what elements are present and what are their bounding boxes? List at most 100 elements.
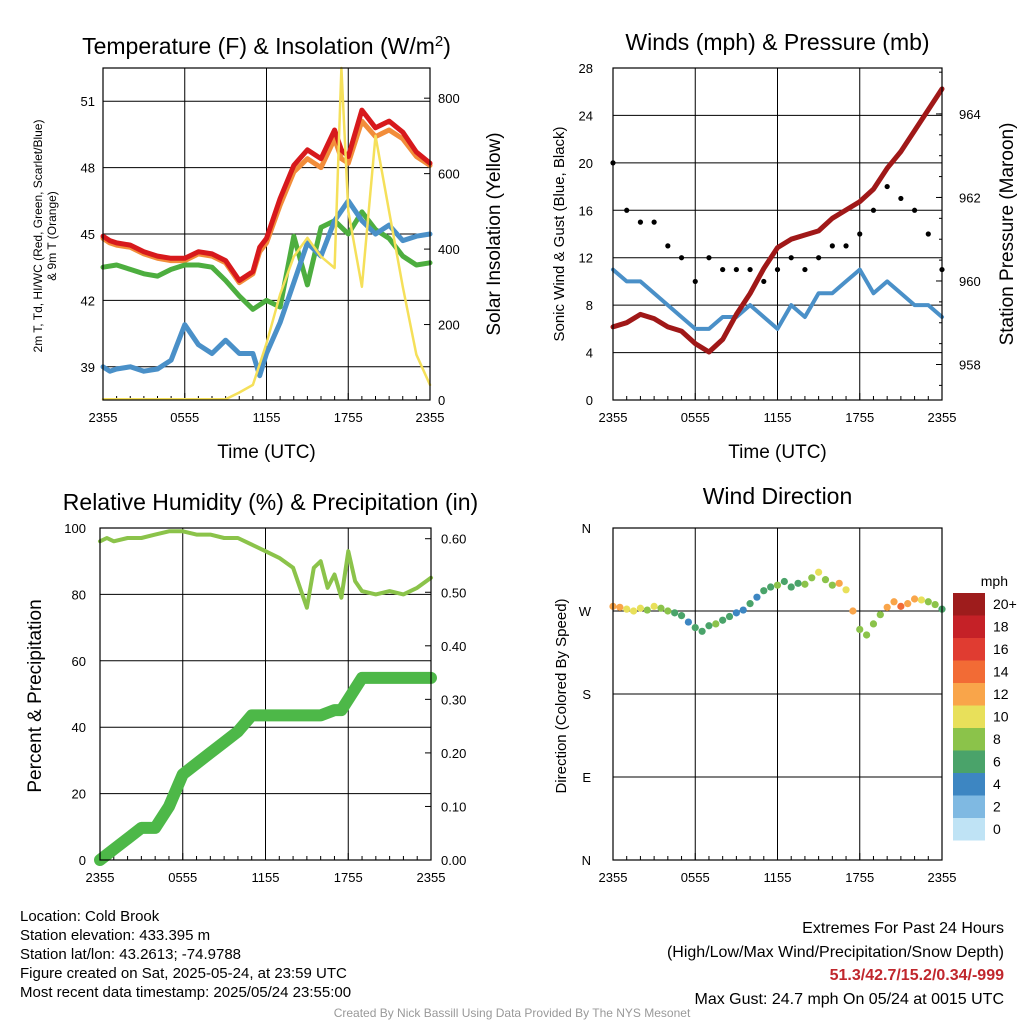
y-tick-label: 51 <box>81 94 95 109</box>
wind-direction-point <box>684 618 692 626</box>
colorbar-label: 20+ <box>993 596 1017 612</box>
colorbar-swatch <box>953 705 985 728</box>
y2-tick-label: 0.20 <box>441 746 466 761</box>
chart-title: Wind Direction <box>703 483 853 509</box>
x-tick-label: 1155 <box>764 410 792 425</box>
colorbar-swatch <box>953 593 985 616</box>
gust-point <box>898 195 904 202</box>
y-tick-label: 0 <box>586 393 593 408</box>
y-tick-label: 42 <box>81 293 95 308</box>
y-tick-label: 40 <box>72 720 86 735</box>
wind-direction-point <box>657 604 665 612</box>
y2-tick-label: 0.00 <box>441 853 466 868</box>
wind-direction-point <box>767 583 775 591</box>
colorbar-swatch <box>953 660 985 683</box>
wind-direction-point <box>746 600 754 608</box>
gust-point <box>843 243 849 249</box>
wind-direction-point <box>821 576 830 584</box>
wind-direction-point <box>616 603 624 611</box>
chart-title: Winds (mph) & Pressure (mb) <box>625 29 929 55</box>
wind-direction-point <box>623 605 631 613</box>
y-tick-label: 16 <box>579 203 593 218</box>
recent-data-text: Most recent data timestamp: 2025/05/24 2… <box>20 984 352 1001</box>
pressure-series-line <box>610 86 945 355</box>
y2-tick-label: 960 <box>959 274 981 289</box>
gust-point <box>665 243 671 249</box>
extremes-info: Extremes For Past 24 Hours (High/Low/Max… <box>667 917 1004 1011</box>
y-tick-label: W <box>579 604 592 619</box>
gust-point <box>911 207 918 213</box>
y-tick-label: 60 <box>72 654 86 669</box>
colorbar-swatch <box>953 750 985 773</box>
location-text: Location: Cold Brook <box>20 908 160 925</box>
x-tick-label: 0555 <box>170 410 199 425</box>
x-tick-label: 1155 <box>764 870 792 885</box>
y-tick-label: 20 <box>72 787 86 802</box>
y2-tick-label: 400 <box>438 242 460 257</box>
gust-point <box>816 255 822 261</box>
wind-direction-point <box>924 598 932 606</box>
y2-tick-label: 0.30 <box>441 692 466 707</box>
x-tick-label: 1755 <box>334 410 363 425</box>
gust-point <box>624 207 630 213</box>
x-tick-label: 0555 <box>168 870 197 885</box>
temperature-series-line <box>101 66 432 401</box>
extremes-legend: (High/Low/Max Wind/Precipitation/Snow De… <box>666 943 1004 961</box>
precipitation-series-line <box>94 671 437 866</box>
colorbar-title: mph <box>981 573 1008 589</box>
gust-point <box>651 219 657 225</box>
plot-frame <box>612 67 943 401</box>
gust-point <box>720 266 726 273</box>
y-axis-label: 2m T, Td, HI/WC (Red, Green, Scarlet/Blu… <box>31 120 45 353</box>
gust-point <box>637 219 644 225</box>
colorbar-label: 0 <box>993 821 1001 837</box>
gust-point <box>747 266 753 273</box>
wind-direction-point <box>643 606 651 614</box>
humidity-series-line <box>98 529 433 610</box>
wind-direction-point <box>773 581 782 589</box>
y2-axis-label: Solar Insolation (Yellow) <box>484 132 505 335</box>
gust-point <box>802 266 808 273</box>
x-tick-label: 1755 <box>334 870 363 885</box>
wind-direction-point <box>869 620 878 628</box>
temperature-series-line <box>100 209 433 312</box>
y-tick-label: 28 <box>579 61 593 76</box>
colorbar-label: 16 <box>993 641 1009 657</box>
wind-direction-point <box>636 604 645 612</box>
credits-footer: Created By Nick Bassill Using Data Provi… <box>333 1006 691 1020</box>
wind-direction-point <box>835 579 843 587</box>
y-tick-label: 48 <box>81 161 95 176</box>
y2-tick-label: 0.50 <box>441 585 466 600</box>
y2-tick-label: 800 <box>438 91 460 106</box>
colorbar-label: 4 <box>993 776 1001 792</box>
y2-tick-label: 200 <box>438 318 460 333</box>
x-axis-label: Time (UTC) <box>728 442 827 463</box>
x-tick-label: 2355 <box>599 410 628 425</box>
wind-direction-point <box>629 607 638 615</box>
gust-point <box>870 207 877 213</box>
x-tick-label: 1155 <box>253 410 281 425</box>
x-tick-label: 2355 <box>86 870 115 885</box>
gust-point <box>774 266 781 273</box>
x-tick-label: 2355 <box>416 410 445 425</box>
max-gust-text: Max Gust: 24.7 mph On 05/24 at 0015 UTC <box>694 990 1005 1008</box>
y-tick-label: N <box>582 521 591 536</box>
gust-point <box>692 278 698 285</box>
wind-direction-point <box>917 596 926 604</box>
colorbar-label: 2 <box>993 799 1001 815</box>
y-tick-label: 0 <box>79 853 86 868</box>
x-tick-label: 0555 <box>681 410 710 425</box>
y2-tick-label: 962 <box>959 190 981 205</box>
colorbar-swatch <box>953 773 985 796</box>
extremes-values: 51.3/42.7/15.2/0.34/-999 <box>829 967 1004 984</box>
colorbar-swatch <box>953 615 985 638</box>
colorbar-swatch <box>953 795 985 818</box>
wind-direction-point <box>794 579 802 587</box>
wind-direction-point <box>712 620 720 628</box>
y-tick-label: 4 <box>586 346 593 361</box>
wind-direction-point <box>753 593 761 601</box>
wind-direction-point <box>739 606 747 614</box>
y-tick-label: 8 <box>586 298 593 313</box>
gust-point <box>829 243 835 249</box>
y2-tick-label: 964 <box>959 107 981 122</box>
